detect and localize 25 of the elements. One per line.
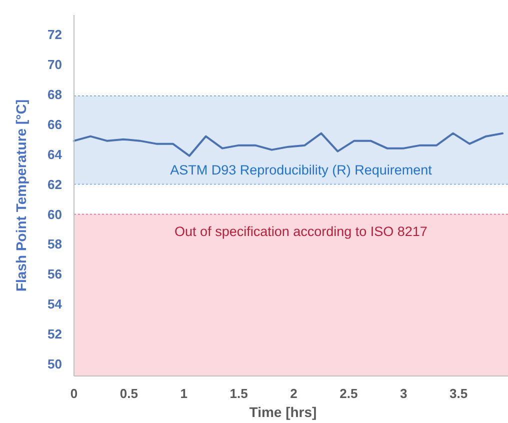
x-tick-label: 2.5 [340, 386, 358, 401]
y-tick-label: 68 [48, 86, 62, 102]
y-tick-label: 66 [48, 116, 62, 132]
x-tick-label: 3 [400, 386, 408, 401]
line-series [73, 132, 504, 157]
y-tick-label: 52 [48, 326, 62, 342]
x-tick-label: 0 [70, 386, 78, 401]
band-label: ASTM D93 Reproducibility (R) Requirement [170, 162, 432, 178]
y-tick-label: 56 [48, 266, 62, 282]
x-tick-label: 3.5 [450, 386, 468, 401]
y-tick-label: 58 [48, 236, 62, 252]
y-tick-label: 70 [48, 56, 62, 72]
x-tick-label: 2 [290, 386, 298, 401]
y-tick-label: 72 [48, 27, 62, 42]
y-tick-label: 64 [48, 146, 63, 162]
x-axis-title: Time [hrs] [249, 404, 317, 420]
x-tick-label: 0.5 [120, 386, 138, 401]
band-label: Out of specification according to ISO 8217 [174, 224, 428, 240]
y-tick-label: 62 [48, 176, 62, 192]
y-tick-label: 50 [48, 356, 62, 372]
x-tick-label: 1.5 [230, 386, 248, 401]
x-tick-label: 1 [180, 386, 188, 401]
y-tick-label: 60 [48, 206, 62, 222]
y-axis-title: Flash Point Temperature [°C] [13, 99, 29, 292]
y-tick-label: 54 [48, 296, 63, 312]
